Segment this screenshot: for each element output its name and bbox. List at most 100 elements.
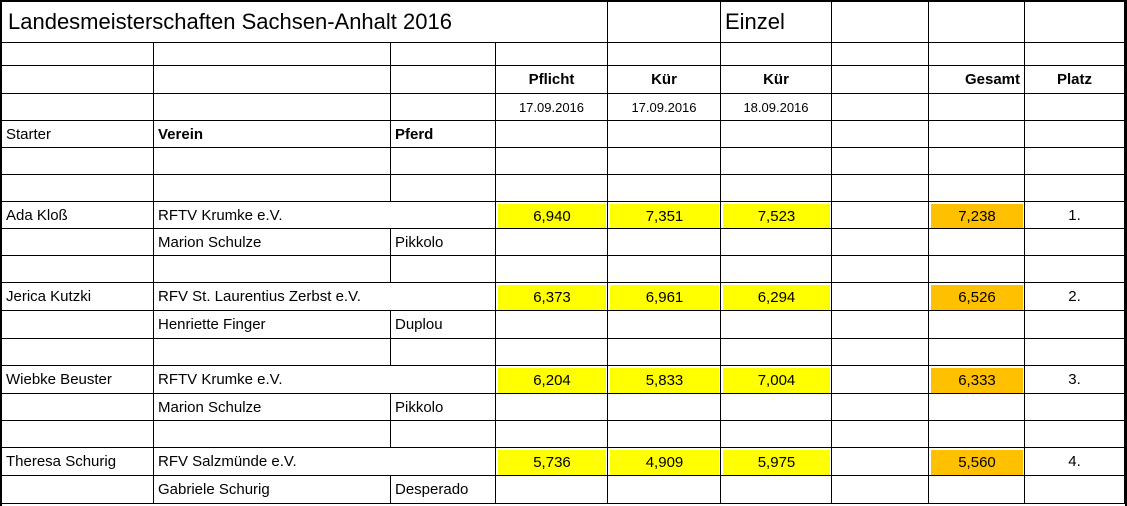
- cell: [608, 283, 721, 311]
- cell: [721, 229, 832, 256]
- cell: [496, 476, 608, 504]
- score-pflicht: 6,204: [498, 368, 606, 393]
- cell: [832, 175, 929, 202]
- club-name: RFTV Krumke e.V.: [154, 366, 391, 394]
- cell: [721, 311, 832, 339]
- cell: [832, 421, 929, 448]
- score-kuer-1: 6,961: [610, 285, 719, 310]
- cell: [929, 421, 1025, 448]
- cell: [608, 256, 721, 283]
- header-platz: Platz: [1025, 66, 1125, 94]
- header-kuer-2: Kür: [721, 66, 832, 94]
- cell: [154, 43, 391, 66]
- cell: [496, 175, 608, 202]
- cell: [496, 256, 608, 283]
- longeur-name: Henriette Finger: [154, 311, 391, 339]
- cell: [832, 311, 929, 339]
- cell: [608, 448, 721, 476]
- cell: [608, 148, 721, 175]
- cell: [2, 339, 154, 366]
- cell: [154, 256, 391, 283]
- cell: [391, 148, 496, 175]
- cell: [1025, 476, 1125, 504]
- score-gesamt: 7,238: [931, 204, 1023, 228]
- cell: [929, 94, 1025, 121]
- cell: [1025, 421, 1125, 448]
- cell: [929, 43, 1025, 66]
- cell: [721, 448, 832, 476]
- score-pflicht: 6,940: [498, 204, 606, 228]
- cell: [832, 66, 929, 94]
- cell: [496, 43, 608, 66]
- cell: [832, 2, 929, 43]
- horse-name: Duplou: [391, 311, 496, 339]
- cell: [496, 366, 608, 394]
- cell: [721, 421, 832, 448]
- score-pflicht: 5,736: [498, 450, 606, 475]
- cell: [1025, 175, 1125, 202]
- placement: 1.: [1025, 202, 1125, 229]
- header-kuer-1: Kür: [608, 66, 721, 94]
- cell: [929, 175, 1025, 202]
- placement: 2.: [1025, 283, 1125, 311]
- placement: 4.: [1025, 448, 1125, 476]
- cell: [2, 175, 154, 202]
- cell: [608, 366, 721, 394]
- cell: [608, 202, 721, 229]
- cell: [496, 121, 608, 148]
- header-verein: Verein: [154, 121, 391, 148]
- cell: [832, 202, 929, 229]
- starter-name: Wiebke Beuster: [2, 366, 154, 394]
- cell: [391, 66, 496, 94]
- cell: [391, 339, 496, 366]
- cell: [721, 394, 832, 421]
- cell: [929, 229, 1025, 256]
- cell: [929, 256, 1025, 283]
- cell: [1025, 2, 1125, 43]
- cell: [154, 421, 391, 448]
- starter-name: Ada Kloß: [2, 202, 154, 229]
- score-kuer-2: 6,294: [723, 285, 830, 310]
- cell: [154, 175, 391, 202]
- cell: [2, 394, 154, 421]
- longeur-name: Marion Schulze: [154, 394, 391, 421]
- cell: [391, 94, 496, 121]
- header-pferd: Pferd: [391, 121, 496, 148]
- cell: [832, 366, 929, 394]
- cell: [391, 283, 496, 311]
- cell: [929, 202, 1025, 229]
- starter-name: Theresa Schurig: [2, 448, 154, 476]
- header-gesamt: Gesamt: [929, 66, 1025, 94]
- cell: [1025, 256, 1125, 283]
- cell: [154, 66, 391, 94]
- cell: [496, 421, 608, 448]
- cell: [391, 43, 496, 66]
- category-label: Einzel: [721, 2, 832, 43]
- cell: [2, 256, 154, 283]
- cell: [154, 339, 391, 366]
- cell: [832, 43, 929, 66]
- cell: [496, 229, 608, 256]
- cell: [154, 148, 391, 175]
- cell: [2, 148, 154, 175]
- score-gesamt: 6,333: [931, 368, 1023, 393]
- cell: [832, 476, 929, 504]
- cell: [154, 94, 391, 121]
- table-border: [0, 0, 2, 506]
- cell: [496, 148, 608, 175]
- score-kuer-1: 5,833: [610, 368, 719, 393]
- header-pflicht: Pflicht: [496, 66, 608, 94]
- cell: [721, 476, 832, 504]
- cell: [832, 256, 929, 283]
- score-gesamt: 5,560: [931, 450, 1023, 475]
- cell: [929, 2, 1025, 43]
- date-pflicht: 17.09.2016: [496, 94, 608, 121]
- score-gesamt: 6,526: [931, 285, 1023, 310]
- placement: 3.: [1025, 366, 1125, 394]
- table-border: [0, 0, 1127, 2]
- cell: [496, 394, 608, 421]
- date-kuer-1: 17.09.2016: [608, 94, 721, 121]
- cell: [832, 394, 929, 421]
- club-name: RFTV Krumke e.V.: [154, 202, 391, 229]
